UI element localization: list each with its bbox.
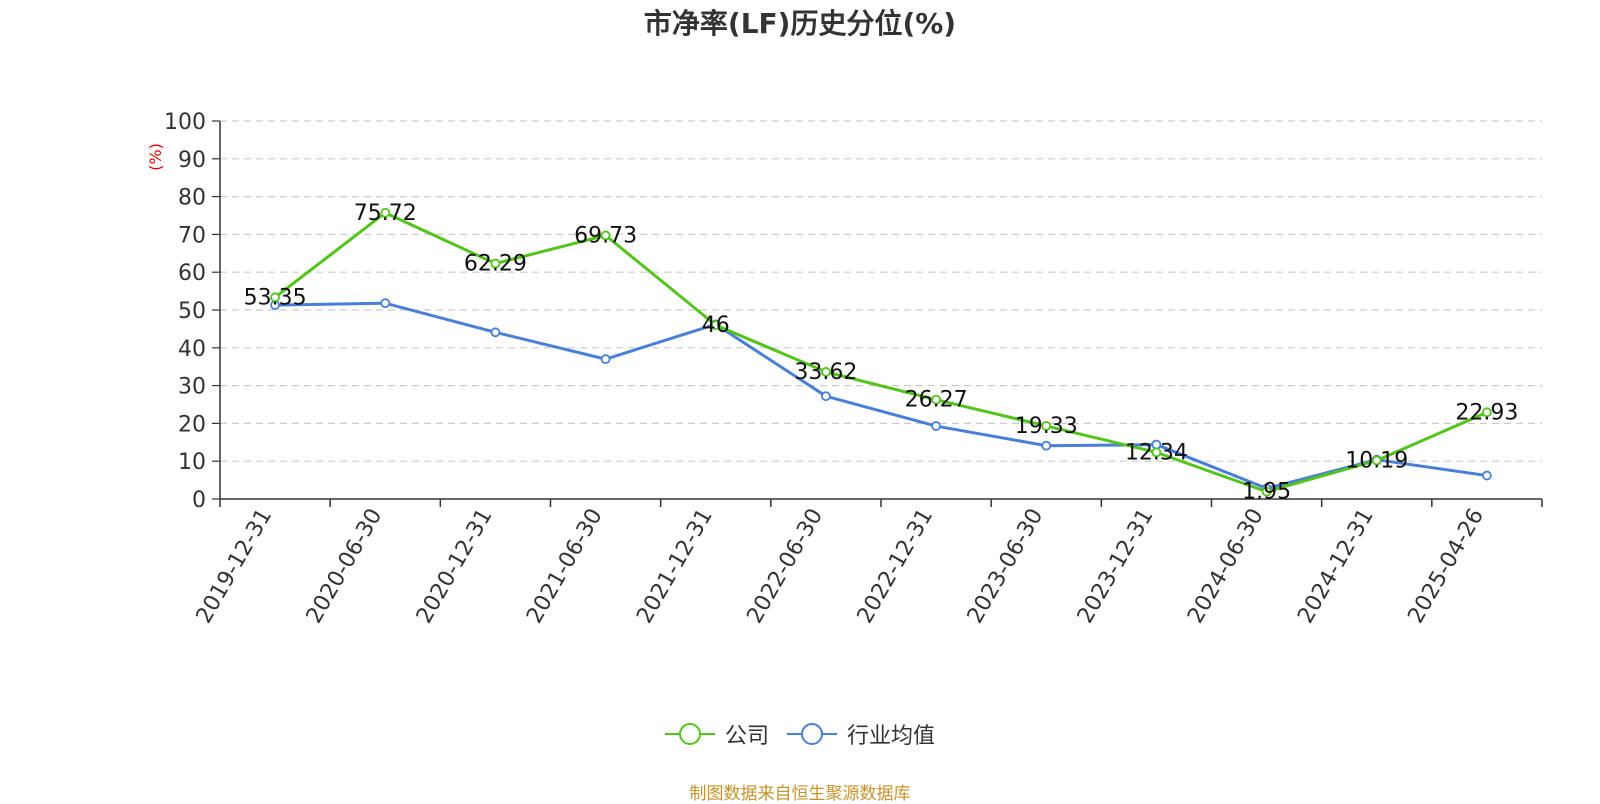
x-tick-label: 2020-12-31 [412,505,498,628]
series-line-company [274,211,1488,494]
y-axis-label: (%) [146,143,165,171]
chart-legend: 公司 行业均值 [0,718,1600,750]
y-tick-label: 100 [164,110,206,135]
x-tick-label: 2020-06-30 [302,505,388,628]
data-point-industry-average [1041,440,1052,451]
data-point-company [931,394,941,405]
series-line-industry-average [275,301,1488,490]
data-label: 53.35 [244,285,307,310]
x-tick-label: 2025-04-26 [1403,505,1489,628]
data-label: 26.27 [905,388,968,413]
data-point-company [1041,421,1052,431]
data-point-industry-average [1482,470,1492,481]
x-tick-label: 2024-12-31 [1293,505,1379,628]
y-tick-label: 40 [178,337,206,362]
data-source-note: 制图数据来自恒生聚源数据库 [689,784,911,804]
data-label: 10.19 [1345,448,1408,473]
data-point-company [600,230,611,241]
data-label: 62.29 [464,252,527,277]
x-tick-label: 2022-06-30 [742,505,828,628]
data-point-company [270,292,280,303]
legend-item-company[interactable]: 公司 [664,718,769,750]
legend-marker-industry-icon [787,723,837,745]
y-tick-label: 70 [178,223,206,248]
x-tick-label: 2021-06-30 [522,505,608,628]
data-point-industry-average [600,354,611,365]
y-tick-label: 90 [178,148,206,173]
data-point-company [1261,486,1272,497]
x-tick-label: 2023-12-31 [1073,505,1159,628]
data-label: 22.93 [1455,400,1518,425]
data-point-industry-average [490,327,501,338]
data-point-company [490,258,501,269]
data-label: 75.72 [354,201,417,226]
y-tick-label: 50 [178,299,206,324]
x-tick-label: 2024-06-30 [1183,505,1269,628]
y-tick-label: 80 [178,186,206,211]
chart-title: 市净率(LF)历史分位(%) [643,7,957,40]
y-tick-label: 0 [192,488,206,513]
data-label: 69.73 [574,223,637,248]
legend-item-industry-average[interactable]: 行业均值 [787,718,935,750]
legend-label-industry-average: 行业均值 [847,724,936,749]
data-point-company [710,320,721,331]
data-point-company [1371,455,1382,466]
data-point-industry-average [821,391,831,402]
data-label: 12.34 [1125,440,1188,465]
data-point-company [380,207,391,218]
y-tick-label: 30 [178,375,206,400]
data-point-company [821,367,831,377]
x-tick-label: 2019-12-31 [192,505,278,628]
y-tick-label: 20 [178,412,206,437]
data-label: 1.95 [1242,480,1291,505]
data-label: 19.33 [1015,414,1078,439]
data-label: 33.62 [794,360,857,385]
data-point-industry-average [380,298,391,309]
x-tick-label: 2021-12-31 [632,505,718,628]
legend-label-company: 公司 [724,724,769,749]
x-tick-label: 2022-12-31 [853,505,939,628]
legend-marker-company-icon [664,723,715,745]
data-label: 46 [702,313,730,338]
x-tick-label: 2023-06-30 [963,505,1049,628]
data-point-company [1151,447,1162,458]
data-point-company [1482,407,1492,418]
y-tick-label: 10 [178,450,206,475]
y-tick-label: 60 [178,261,206,286]
data-point-industry-average [931,421,941,431]
